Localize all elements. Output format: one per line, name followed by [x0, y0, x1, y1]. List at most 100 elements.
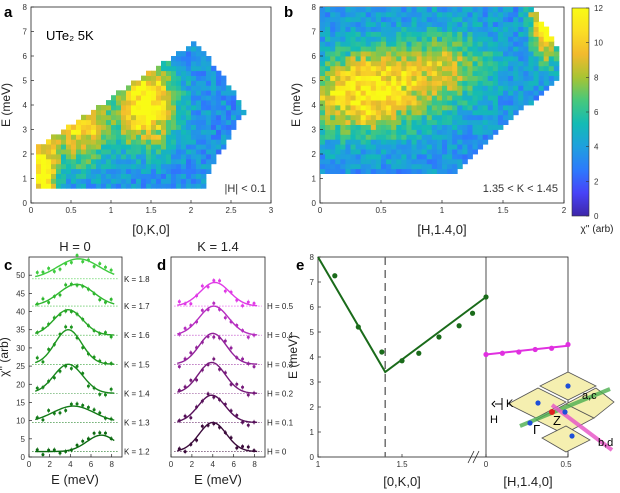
heatmap-cell	[345, 11, 351, 18]
heatmap-cell	[442, 163, 448, 170]
heatmap-cell	[146, 109, 152, 116]
heatmap-cell	[141, 85, 147, 91]
heatmap-cell	[503, 119, 509, 125]
heatmap-cell	[360, 90, 367, 96]
heatmap-cell	[477, 134, 484, 140]
heatmap-cell	[345, 56, 351, 62]
heatmap-cell	[136, 90, 142, 96]
heatmap-cell	[46, 173, 52, 179]
heatmap-cell	[447, 7, 453, 13]
heatmap-cell	[171, 139, 177, 145]
heatmap-cell	[436, 100, 443, 106]
heatmap-cell	[386, 129, 392, 135]
heatmap-cell	[482, 26, 489, 32]
heatmap-cell	[330, 149, 336, 155]
heatmap-cell	[360, 65, 367, 72]
heatmap-cell	[401, 163, 407, 170]
heatmap-cell	[340, 149, 346, 155]
heatmap-cell	[487, 36, 494, 42]
heatmap-cell	[442, 144, 448, 150]
heatmap-cell	[151, 154, 157, 160]
heatmap-cell	[186, 168, 192, 174]
heatmap-cell	[406, 41, 412, 47]
cPlot-ytick-label: 25	[16, 362, 25, 371]
heatmap-cell	[106, 134, 112, 140]
heatmap-cell	[365, 109, 372, 116]
heatmap-cell	[86, 119, 92, 125]
heatmap-cell	[196, 95, 202, 101]
heatmap-cell	[467, 36, 473, 42]
heatmap-cell	[503, 46, 509, 52]
heatmap-cell	[56, 178, 62, 184]
heatmap-cell	[523, 100, 529, 106]
heatmap-cell	[191, 65, 197, 72]
heatmap-cell	[340, 41, 346, 47]
heatmap-cell	[101, 163, 107, 170]
heatmap-cell	[431, 163, 438, 170]
heatmap-cell	[381, 65, 387, 72]
heatmap-cell	[462, 90, 468, 96]
heatmap-cell	[487, 70, 494, 76]
heatmap-cell	[508, 21, 514, 27]
heatmap-cell	[66, 134, 72, 140]
data-point	[86, 324, 90, 328]
heatmap-cell	[66, 163, 72, 170]
heatmap-cell	[126, 100, 132, 106]
heatmap-cell	[436, 56, 443, 62]
heatmap-cell	[221, 80, 227, 86]
data-point	[229, 320, 233, 324]
heatmap-cell	[411, 168, 417, 174]
heatmap-cell	[350, 114, 356, 121]
dispersion-point	[379, 349, 385, 355]
heatmap-cell	[431, 65, 438, 72]
heatmap-cell	[426, 21, 433, 27]
heatmap-cell	[335, 46, 341, 52]
panel-e-ytick-label: 1	[310, 428, 315, 437]
heatmap-cell	[370, 149, 377, 155]
axis-break-mark	[472, 450, 480, 464]
heatmap-cell	[231, 109, 237, 116]
panel-a-ytick-label: 5	[23, 77, 28, 86]
data-point	[223, 371, 227, 375]
heatmap-cell	[206, 80, 212, 86]
colorbar-tick-label: 8	[594, 73, 599, 82]
heatmap-cell	[375, 75, 382, 81]
dispersion-point	[483, 294, 489, 300]
heatmap-cell	[171, 149, 177, 155]
data-point	[235, 413, 239, 417]
heatmap-cell	[151, 100, 157, 106]
heatmap-cell	[381, 154, 387, 160]
heatmap-cell	[370, 105, 377, 111]
heatmap-cell	[116, 154, 122, 160]
data-point	[47, 448, 51, 452]
heatmap-cell	[86, 173, 92, 179]
heatmap-cell	[211, 70, 217, 76]
heatmap-cell	[340, 46, 346, 52]
heatmap-cell	[166, 109, 172, 116]
heatmap-cell	[161, 85, 167, 91]
heatmap-cell	[360, 114, 367, 121]
heatmap-cell	[96, 158, 102, 165]
heatmap-cell	[508, 16, 514, 23]
heatmap-cell	[421, 105, 428, 111]
bz-cell	[541, 425, 591, 453]
heatmap-cell	[482, 11, 489, 18]
heatmap-cell	[86, 163, 92, 170]
heatmap-cell	[462, 31, 468, 37]
data-point	[246, 423, 250, 427]
heatmap-cell	[477, 129, 484, 135]
heatmap-cell	[111, 173, 117, 179]
heatmap-cell	[518, 80, 524, 86]
heatmap-cell	[355, 119, 362, 125]
heatmap-cell	[191, 70, 197, 76]
heatmap-cell	[176, 149, 182, 155]
heatmap-cell	[386, 16, 392, 23]
heatmap-cell	[111, 134, 117, 140]
heatmap-cell	[171, 90, 177, 96]
heatmap-cell	[201, 85, 207, 91]
heatmap-cell	[467, 95, 473, 101]
heatmap-cell	[497, 41, 504, 47]
panel-e-ytick-label: 7	[310, 278, 315, 287]
data-point	[75, 253, 79, 257]
heatmap-cell	[191, 139, 197, 145]
